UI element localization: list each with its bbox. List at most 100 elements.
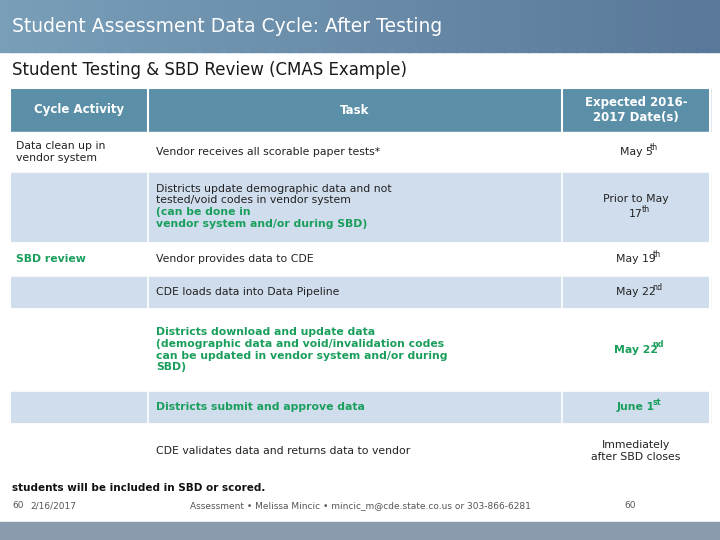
Bar <box>148 275 562 308</box>
Bar <box>624 0 637 52</box>
Bar <box>96 0 109 52</box>
Bar <box>10 242 148 275</box>
Bar <box>504 0 517 52</box>
Bar <box>148 242 562 275</box>
Bar <box>456 0 469 52</box>
Bar <box>552 0 565 52</box>
Bar <box>132 0 145 52</box>
Bar <box>240 0 253 52</box>
Text: nd: nd <box>652 282 662 292</box>
Bar <box>10 308 148 391</box>
Bar <box>576 0 589 52</box>
Text: Data clean up in
vendor system: Data clean up in vendor system <box>16 141 105 163</box>
Text: 60: 60 <box>624 502 636 510</box>
Bar <box>384 0 397 52</box>
Text: Immediately
after SBD closes: Immediately after SBD closes <box>591 440 680 462</box>
Bar <box>10 275 148 308</box>
Bar <box>648 0 661 52</box>
Bar <box>562 275 710 308</box>
Bar <box>108 0 121 52</box>
Bar <box>672 0 685 52</box>
Text: th: th <box>652 249 661 259</box>
Bar <box>228 0 241 52</box>
Bar <box>420 0 433 52</box>
Text: th: th <box>650 143 658 152</box>
Bar <box>84 0 97 52</box>
Bar <box>562 308 710 391</box>
Bar <box>24 0 37 52</box>
Text: Vendor provides data to CDE: Vendor provides data to CDE <box>156 254 314 264</box>
Text: June 1: June 1 <box>617 402 655 413</box>
Bar <box>600 0 613 52</box>
Text: students will be included in SBD or scored.: students will be included in SBD or scor… <box>12 483 266 493</box>
Bar <box>492 0 505 52</box>
Bar <box>168 0 181 52</box>
Text: 2/16/2017: 2/16/2017 <box>30 502 76 510</box>
Bar <box>516 0 529 52</box>
Bar <box>216 0 229 52</box>
Text: th: th <box>642 205 650 214</box>
Bar <box>72 0 85 52</box>
Bar <box>300 0 313 52</box>
Bar <box>36 0 49 52</box>
Bar <box>396 0 409 52</box>
Bar <box>708 0 720 52</box>
Text: May 22: May 22 <box>616 287 656 297</box>
Bar <box>480 0 493 52</box>
Bar <box>348 0 361 52</box>
Bar <box>324 0 337 52</box>
Bar <box>180 0 193 52</box>
Bar <box>562 391 710 424</box>
Bar <box>10 132 148 172</box>
Bar <box>408 0 421 52</box>
Bar <box>148 391 562 424</box>
Bar <box>336 0 349 52</box>
Bar <box>10 172 148 242</box>
Bar <box>156 0 169 52</box>
Bar <box>312 0 325 52</box>
Text: Expected 2016-
2017 Date(s): Expected 2016- 2017 Date(s) <box>585 96 688 124</box>
Bar <box>562 132 710 172</box>
Bar <box>444 0 457 52</box>
Bar <box>562 242 710 275</box>
Text: Vendor receives all scorable paper tests*: Vendor receives all scorable paper tests… <box>156 147 380 157</box>
Bar <box>372 0 385 52</box>
Bar <box>0 0 13 52</box>
Text: 17: 17 <box>629 210 643 219</box>
Text: nd: nd <box>652 340 664 349</box>
Bar <box>10 88 710 132</box>
Bar <box>276 0 289 52</box>
Bar <box>562 172 710 242</box>
Bar <box>148 132 562 172</box>
Bar <box>562 424 710 478</box>
Bar <box>288 0 301 52</box>
Bar <box>148 424 562 478</box>
Text: (can be done in
vendor system and/or during SBD): (can be done in vendor system and/or dur… <box>156 207 367 228</box>
Text: Prior to May: Prior to May <box>603 194 669 204</box>
Bar <box>660 0 673 52</box>
Bar <box>10 424 148 478</box>
Text: May 19: May 19 <box>616 254 656 264</box>
Text: May 22: May 22 <box>614 345 658 355</box>
Bar <box>636 0 649 52</box>
Bar <box>48 0 61 52</box>
Bar <box>0 522 720 540</box>
Bar <box>432 0 445 52</box>
Bar <box>10 391 148 424</box>
Bar <box>60 0 73 52</box>
Bar <box>564 0 577 52</box>
Bar <box>148 172 562 242</box>
Text: Districts download and update data
(demographic data and void/invalidation codes: Districts download and update data (demo… <box>156 327 448 372</box>
Bar <box>540 0 553 52</box>
Bar <box>204 0 217 52</box>
Text: CDE validates data and returns data to vendor: CDE validates data and returns data to v… <box>156 446 410 456</box>
Bar <box>264 0 277 52</box>
Bar <box>144 0 157 52</box>
Bar <box>528 0 541 52</box>
Text: CDE loads data into Data Pipeline: CDE loads data into Data Pipeline <box>156 287 339 297</box>
Text: SBD review: SBD review <box>16 254 86 264</box>
Bar <box>696 0 709 52</box>
Text: May 5: May 5 <box>620 147 652 157</box>
Bar <box>120 0 133 52</box>
Text: 60: 60 <box>12 502 24 510</box>
